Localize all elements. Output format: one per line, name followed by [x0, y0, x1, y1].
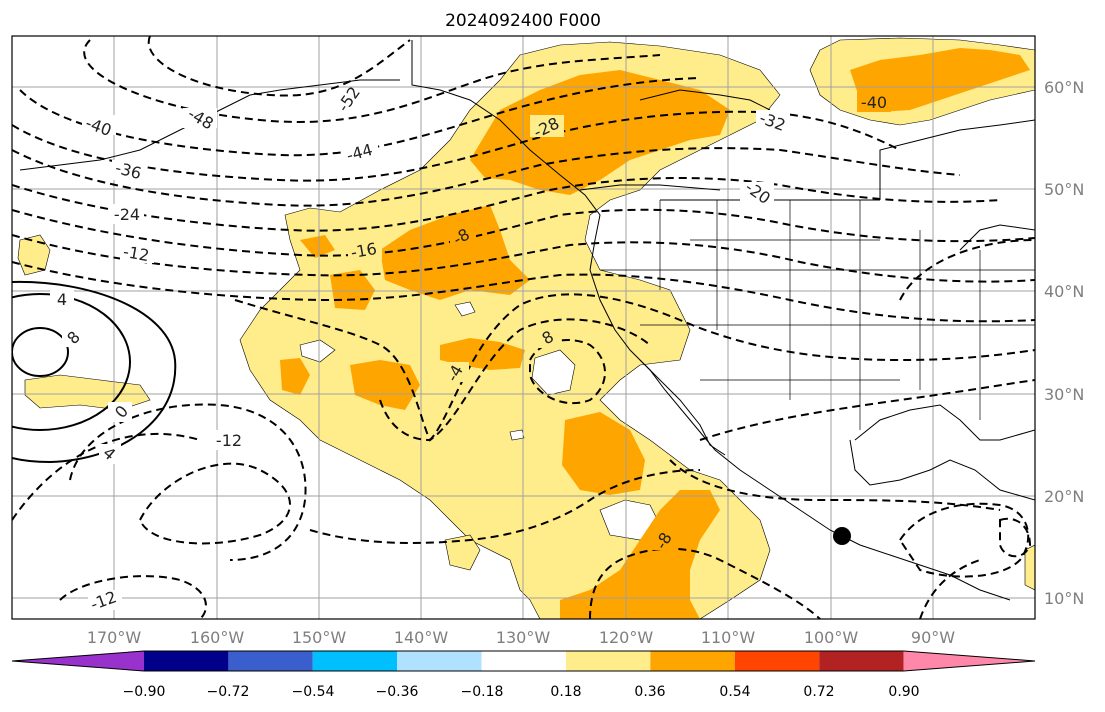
lat-label: 30°N — [1044, 385, 1084, 404]
map-area: -52 -48 -44 -40 -36 -32 -28 -24 -20 -16 … — [12, 36, 1035, 619]
lon-label: 170°W — [87, 628, 142, 647]
lon-label: 120°W — [599, 628, 654, 647]
lon-label: 160°W — [190, 628, 245, 647]
colorbar-segment — [819, 651, 904, 671]
lon-label: 140°W — [394, 628, 449, 647]
lon-label: 150°W — [292, 628, 347, 647]
contour-label: -24 — [114, 205, 140, 224]
colorbar-tick-label: −0.90 — [123, 684, 166, 700]
shading-medium — [280, 48, 1030, 619]
contour-lines — [12, 36, 1035, 619]
lat-label: 20°N — [1044, 487, 1084, 506]
lon-label: 100°W — [804, 628, 859, 647]
colorbar-segment — [481, 651, 566, 671]
lon-label: 90°W — [911, 628, 955, 647]
lat-label: 10°N — [1044, 589, 1084, 608]
contour-label: -12 — [216, 431, 242, 450]
graticule — [12, 36, 1035, 619]
colorbar-outline — [11, 650, 1036, 672]
colorbar-segment — [903, 651, 1035, 671]
colorbar-tick-label: 0.18 — [550, 684, 581, 700]
contour-solid — [12, 280, 177, 464]
contour-label: -16 — [349, 239, 378, 262]
colorbar-segment — [734, 651, 820, 671]
colorbar-segment — [144, 651, 229, 671]
colorbar-segment — [650, 651, 735, 671]
colorbar-tick-label: 0.72 — [803, 684, 834, 700]
colorbar-tick-label: −0.36 — [376, 684, 419, 700]
colorbar-tick-label: −0.18 — [461, 684, 504, 700]
latitude-labels: 60°N 50°N 40°N 30°N 20°N 10°N — [1044, 78, 1084, 608]
contour-label: 4 — [57, 290, 67, 309]
map-title: 2024092400 F000 — [445, 11, 601, 31]
colorbar-segment — [312, 651, 398, 671]
colorbar-tick-label: −0.72 — [207, 684, 250, 700]
colorbar — [11, 650, 1036, 672]
colorbar-tick-label: 0.36 — [634, 684, 665, 700]
colorbar-ticks: −0.90 −0.72 −0.54 −0.36 −0.18 0.18 0.36 … — [123, 684, 920, 700]
contour-label: -12 — [122, 242, 151, 265]
colorbar-segment — [12, 651, 144, 671]
colorbar-tick-label: 0.90 — [888, 684, 919, 700]
lat-label: 40°N — [1044, 282, 1084, 301]
lat-label: 50°N — [1044, 180, 1084, 199]
map-border — [11, 35, 1036, 620]
colorbar-tick-label: −0.54 — [292, 684, 335, 700]
lon-label: 130°W — [496, 628, 551, 647]
longitude-labels: 170°W 160°W 150°W 140°W 130°W 120°W 110°… — [87, 628, 955, 647]
colorbar-tick-label: 0.54 — [719, 684, 750, 700]
contour-label-group: -52 -48 -44 -40 -36 -32 -28 -24 -20 -16 … — [50, 83, 891, 614]
colorbar-segment — [228, 651, 313, 671]
coastlines — [19, 40, 1035, 601]
colorbar-segment — [397, 651, 482, 671]
lat-label: 60°N — [1044, 78, 1084, 97]
location-marker — [833, 527, 851, 545]
state-borders — [600, 200, 1035, 430]
contour-label: -40 — [861, 93, 887, 112]
colorbar-segment — [566, 651, 651, 671]
lon-label: 110°W — [701, 628, 756, 647]
